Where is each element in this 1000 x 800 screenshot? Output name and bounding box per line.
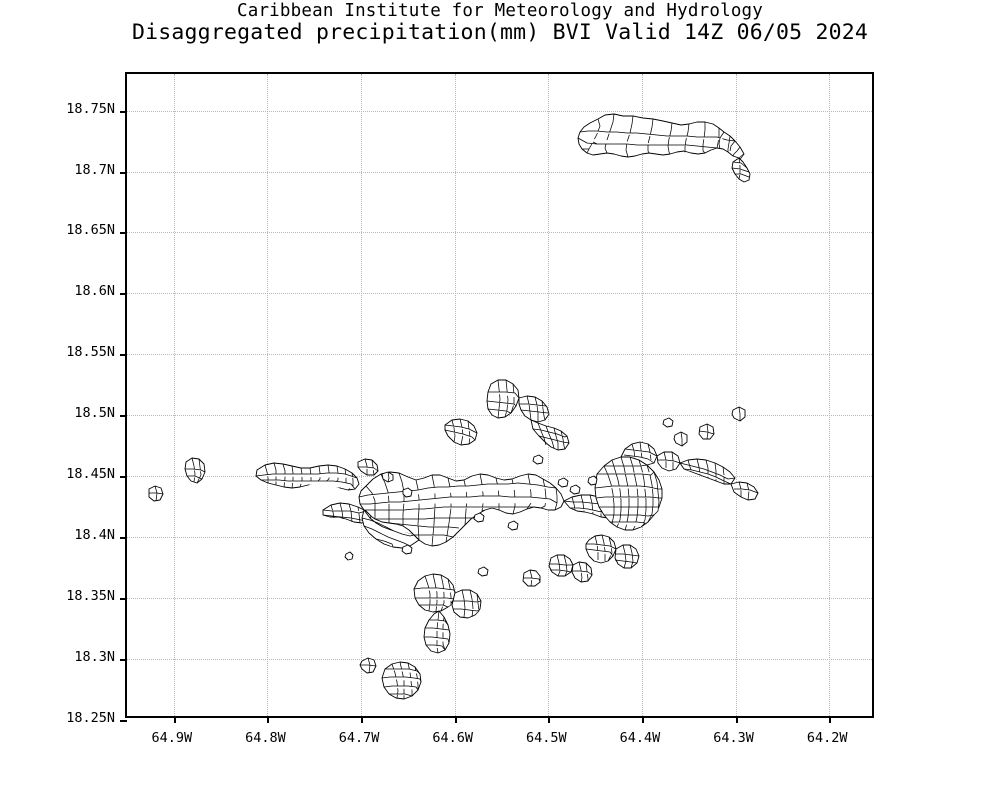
island-jost-van-dyke [256, 459, 412, 497]
gridline-horizontal [127, 476, 872, 478]
x-axis-tick [454, 716, 457, 723]
gridline-horizontal [127, 171, 872, 173]
y-axis-label: 18.45N [66, 466, 115, 483]
x-axis-label: 64.5W [525, 730, 567, 746]
island-southern-cays [478, 535, 639, 586]
y-axis-label: 18.7N [74, 161, 115, 178]
x-axis-tick [267, 716, 270, 723]
y-axis-tick [120, 476, 127, 479]
y-axis-label: 18.35N [66, 588, 115, 605]
map-plot-area [127, 74, 872, 716]
y-axis-tick [120, 171, 127, 174]
x-axis-label: 64.7W [338, 730, 380, 746]
gridline-vertical [548, 74, 550, 716]
x-axis-tick [173, 716, 176, 723]
x-axis-tick [829, 716, 832, 723]
chart-title-block: Caribbean Institute for Meteorology and … [0, 0, 1000, 46]
gridline-vertical [267, 74, 269, 716]
x-axis-tick [361, 716, 364, 723]
island-beef-island-group [445, 380, 569, 450]
y-axis-tick [120, 720, 127, 722]
gridline-vertical [454, 74, 456, 716]
y-axis-tick [120, 354, 127, 357]
y-axis-tick [120, 598, 127, 601]
y-axis-tick [120, 110, 127, 113]
x-axis-label: 64.3W [713, 730, 754, 746]
y-axis-tick [120, 415, 127, 418]
y-axis-label: 18.55N [66, 344, 115, 361]
map-plot-frame [120, 72, 874, 723]
island-anegada [578, 114, 750, 182]
x-axis-label: 64.4W [619, 730, 661, 746]
x-axis-label: 64.6W [432, 730, 473, 746]
y-axis-tick [120, 293, 127, 296]
gridline-horizontal [127, 537, 872, 539]
page-title: Disaggregated precipitation(mm) BVI Vali… [131, 20, 869, 45]
x-axis-label: 64.9W [151, 730, 193, 746]
island-tortola [323, 472, 619, 548]
gridline-vertical [361, 74, 363, 716]
y-axis-label: 18.4N [74, 527, 115, 544]
y-axis-label: 18.75N [66, 100, 115, 117]
island-virgin-gorda [533, 407, 758, 530]
y-axis-label: 18.6N [74, 283, 115, 300]
y-axis-tick [120, 232, 127, 235]
x-axis-tick [641, 716, 644, 723]
gridline-vertical [641, 74, 643, 716]
x-axis-label: 64.2W [806, 730, 848, 746]
y-axis-tick [120, 659, 127, 662]
x-axis-tick [548, 716, 551, 723]
x-axis-label: 64.8W [245, 730, 286, 746]
island-western-cays [149, 458, 205, 501]
bvi-coastline-map [127, 74, 872, 716]
y-axis-tick [120, 537, 127, 540]
y-axis-label: 18.3N [74, 649, 115, 666]
gridline-vertical [735, 74, 737, 716]
gridline-horizontal [127, 110, 872, 112]
gridline-horizontal [127, 354, 872, 356]
x-axis-tick [735, 716, 738, 723]
island-tiny-cays [345, 513, 518, 560]
institute-title: Caribbean Institute for Meteorology and … [236, 1, 764, 21]
gridline-vertical [173, 74, 175, 716]
gridline-vertical [829, 74, 831, 716]
gridline-horizontal [127, 232, 872, 234]
island-norman-peter-group [360, 574, 481, 699]
gridline-horizontal [127, 293, 872, 295]
gridline-horizontal [127, 659, 872, 661]
y-axis-label: 18.25N [66, 710, 115, 726]
y-axis-label: 18.65N [66, 222, 115, 239]
gridline-horizontal [127, 598, 872, 600]
y-axis-label: 18.5N [74, 405, 115, 422]
